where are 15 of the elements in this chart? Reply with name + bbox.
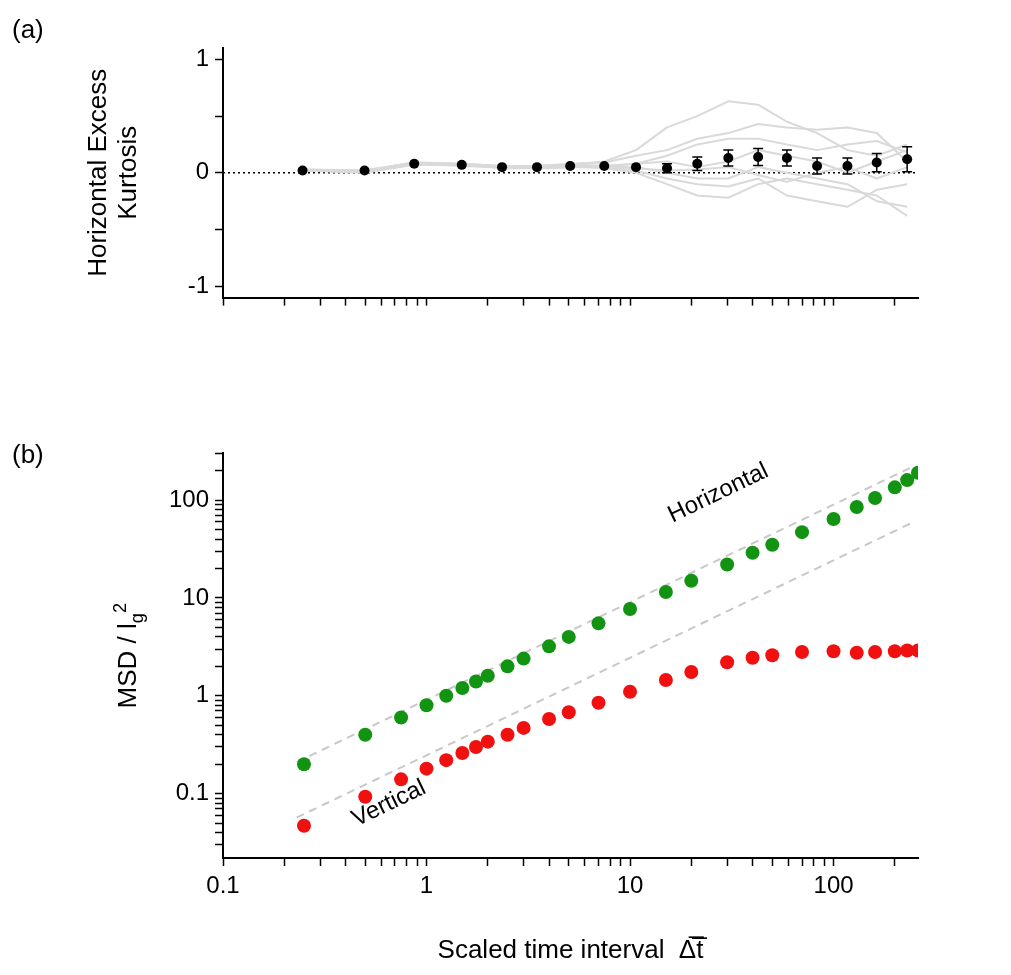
y-axis-title: Horizontal Excess Kurtosis — [82, 68, 142, 277]
y-axis-title: MSD / lg2 — [109, 602, 147, 709]
y-tick-label: 10 — [182, 582, 209, 610]
y-tick-label: 1 — [195, 680, 209, 708]
x-tick-label: 100 — [813, 871, 854, 899]
y-tick-label: 100 — [168, 484, 209, 512]
chart-title: (b) — [12, 439, 44, 469]
x-tick-label: 10 — [616, 871, 644, 899]
x-axis-title: Scaled time interval Δ̅t̅ — [437, 933, 708, 964]
y-tick-label: 0 — [195, 157, 209, 185]
y-tick-label: -1 — [187, 270, 209, 298]
chart-title: (a) — [12, 14, 44, 44]
y-tick-label: 0.1 — [175, 778, 209, 806]
y-tick-label: 1 — [195, 43, 209, 71]
x-tick-label: 1 — [419, 871, 434, 899]
